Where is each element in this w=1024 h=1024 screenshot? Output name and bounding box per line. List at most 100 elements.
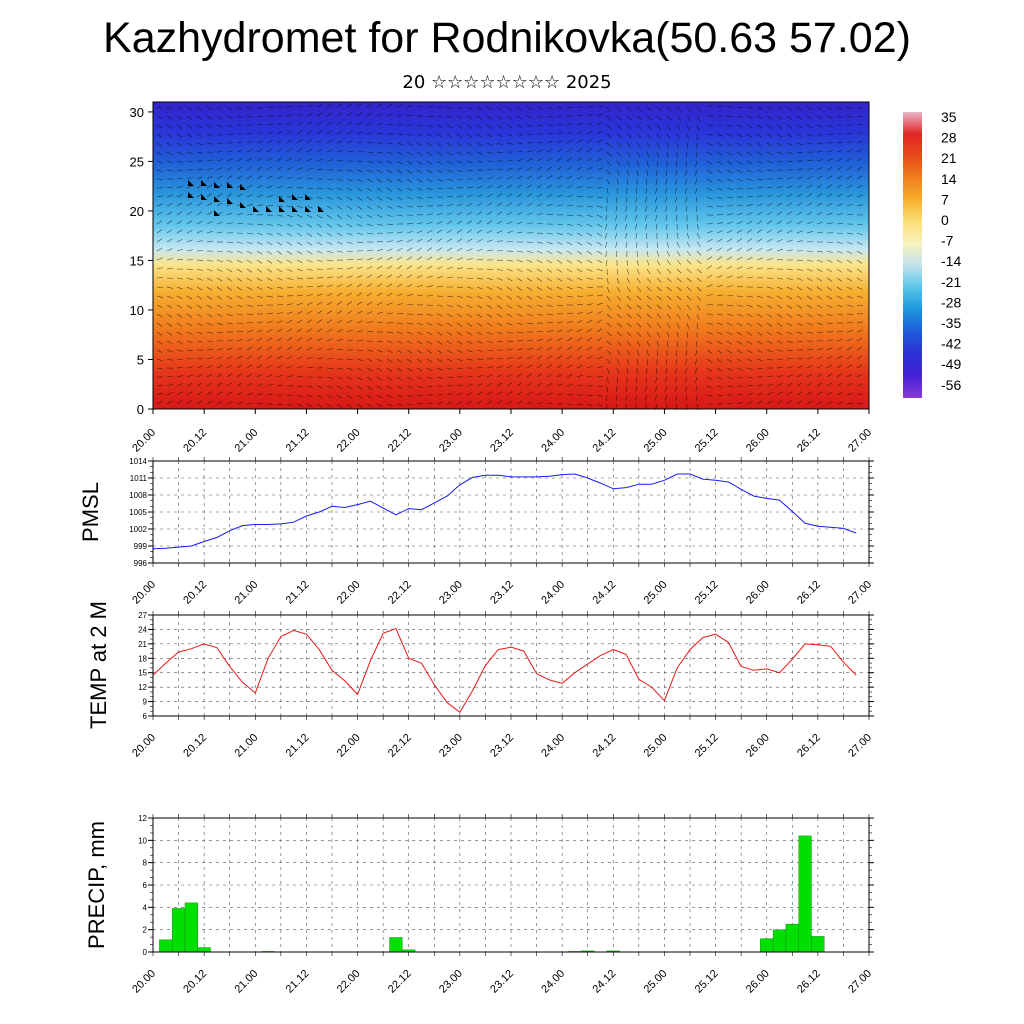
- x-tick-label: 20.00: [130, 427, 158, 455]
- y-tick-label: 996: [134, 559, 148, 568]
- x-tick-label: 26.00: [744, 427, 772, 455]
- x-tick-label: 23.12: [488, 579, 516, 607]
- x-tick-label: 23.00: [437, 968, 465, 996]
- x-tick-label: 26.12: [795, 579, 823, 607]
- x-tick-label: 26.00: [744, 579, 772, 607]
- x-tick-label: 24.12: [590, 579, 618, 607]
- x-tick-label: 22.12: [386, 427, 414, 455]
- precip-bar: [184, 902, 198, 953]
- x-tick-label: 23.00: [437, 579, 465, 607]
- x-tick-label: 27.00: [846, 732, 874, 760]
- colorbar-label: -35: [941, 315, 961, 331]
- wind-barb: [227, 182, 233, 188]
- wind-vectors: [156, 103, 864, 411]
- x-tick-label: 20.00: [130, 579, 158, 607]
- y-tick-label: 18: [138, 654, 147, 663]
- x-tick-label: 25.12: [693, 579, 721, 607]
- x-tick-label: 27.00: [846, 427, 874, 455]
- x-tick-label: 22.12: [386, 968, 414, 996]
- y-tick-label: 12: [138, 683, 147, 692]
- wind-barb: [227, 198, 233, 204]
- y-tick-label: 999: [134, 542, 148, 551]
- x-tick-label: 20.12: [181, 732, 209, 760]
- precip-bar: [197, 947, 211, 953]
- panel-pmsl: [148, 457, 874, 567]
- grid: [153, 817, 869, 953]
- precip-bar: [159, 939, 173, 953]
- x-tick-label: 20.12: [181, 968, 209, 996]
- x-tick-label: 21.12: [284, 732, 312, 760]
- wind-barb: [279, 196, 285, 202]
- y-tick-label: 6: [143, 881, 148, 890]
- x-tick-label: 23.00: [437, 427, 465, 455]
- y-axis-label: PMSL: [78, 482, 103, 542]
- x-tick-label: 22.12: [386, 732, 414, 760]
- colorbar-label: 14: [941, 171, 957, 187]
- wind-barb: [253, 206, 259, 212]
- x-tick-label: 25.00: [642, 732, 670, 760]
- colorbar: [903, 112, 922, 398]
- wind-barb: [305, 194, 311, 200]
- x-tick-label: 23.12: [488, 968, 516, 996]
- x-tick-label: 22.12: [386, 579, 414, 607]
- grid: [153, 460, 869, 564]
- colorbar-label: -14: [941, 253, 961, 269]
- x-tick-label: 23.12: [488, 427, 516, 455]
- y-tick-label: 1011: [130, 474, 148, 483]
- x-tick-label: 21.00: [232, 579, 260, 607]
- x-tick-label: 23.12: [488, 732, 516, 760]
- wind-barb: [188, 180, 194, 186]
- x-tick-label: 21.00: [232, 732, 260, 760]
- x-tick-label: 25.12: [693, 968, 721, 996]
- x-tick-label: 25.00: [642, 968, 670, 996]
- y-tick-label: 25: [130, 154, 144, 169]
- x-tick-label: 26.00: [744, 968, 772, 996]
- x-tick-label: 26.12: [795, 427, 823, 455]
- wind-barbs: [188, 180, 324, 216]
- x-tick-label: 22.00: [335, 579, 363, 607]
- precip-bar: [389, 937, 403, 953]
- x-tick-label: 27.00: [846, 968, 874, 996]
- x-tick-label: 24.12: [590, 732, 618, 760]
- grid: [153, 614, 869, 717]
- colorbar-label: -56: [941, 377, 961, 393]
- y-tick-label: 27: [138, 611, 147, 620]
- y-tick-label: 1014: [129, 457, 147, 466]
- x-tick-label: 26.12: [795, 732, 823, 760]
- x-tick-label: 21.12: [284, 427, 312, 455]
- x-tick-label: 25.12: [693, 427, 721, 455]
- x-tick-label: 24.00: [539, 427, 567, 455]
- x-tick-label: 22.00: [335, 968, 363, 996]
- page-subtitle: 20 ☆☆☆☆☆☆☆☆ 2025: [402, 72, 612, 93]
- y-tick-label: 12: [138, 814, 147, 823]
- wind-barb: [305, 206, 311, 212]
- y-tick-label: 1002: [129, 525, 147, 534]
- series-line: [152, 627, 857, 713]
- y-tick-label: 1005: [129, 508, 147, 517]
- x-tick-label: 24.12: [590, 427, 618, 455]
- colorbar-label: 0: [941, 212, 949, 228]
- y-tick-label: 24: [138, 625, 147, 634]
- precip-bar: [171, 908, 186, 953]
- y-tick-label: 8: [143, 859, 148, 868]
- x-tick-label: 25.00: [642, 427, 670, 455]
- y-tick-label: 1008: [129, 491, 147, 500]
- y-axis-label: PRECIP, mm: [84, 821, 109, 949]
- y-tick-label: 15: [138, 669, 147, 678]
- y-tick-label: 10: [130, 303, 144, 318]
- x-tick-label: 25.12: [693, 732, 721, 760]
- panel-temp-at-2-m: [148, 611, 874, 720]
- x-tick-label: 20.12: [181, 579, 209, 607]
- x-tick-label: 22.00: [335, 732, 363, 760]
- x-tick-label: 24.00: [539, 968, 567, 996]
- wind-barb: [266, 206, 272, 212]
- wind-barb: [240, 184, 246, 190]
- wind-barb: [214, 210, 220, 216]
- x-tick-label: 20.00: [130, 968, 158, 996]
- x-tick-label: 26.12: [795, 968, 823, 996]
- x-tick-label: 27.00: [846, 579, 874, 607]
- y-tick-label: 2: [143, 926, 148, 935]
- precip-bar: [811, 936, 825, 953]
- x-tick-label: 25.00: [642, 579, 670, 607]
